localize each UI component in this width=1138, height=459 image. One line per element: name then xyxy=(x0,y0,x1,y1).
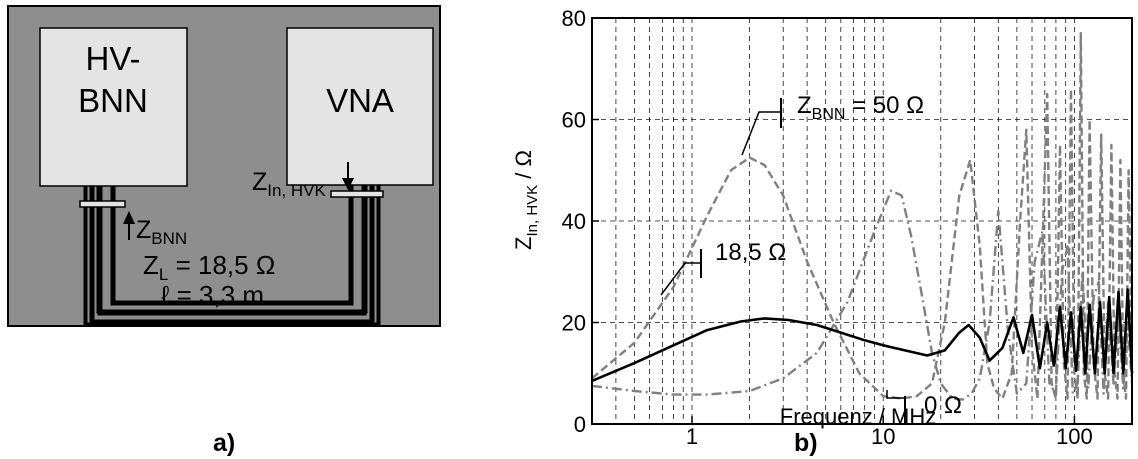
annotation-18-5-text: 18,5 Ω xyxy=(715,239,786,266)
x-tick-label: 100 xyxy=(1056,424,1093,449)
annotation-18-5-leader xyxy=(660,262,701,296)
hv-bnn-box xyxy=(39,27,188,187)
y-tick-label: 20 xyxy=(562,311,586,336)
annotation-18-5-ohm: 18,5 Ω xyxy=(660,239,786,296)
vna-connector xyxy=(330,190,384,198)
annotation-0-ohm: 0 Ω xyxy=(886,390,962,424)
cable-inner-wall xyxy=(97,185,367,316)
caption-a: a) xyxy=(213,429,235,457)
z-in-label: ZIn, HVK xyxy=(252,168,327,200)
bnn-connector xyxy=(79,200,126,208)
hv-bnn-label-line2: BNN xyxy=(78,82,148,119)
y-tick-label: 40 xyxy=(562,209,586,234)
annotation-50-ohm: ZBNN = 50 Ω xyxy=(741,92,924,156)
x-tick-label: 10 xyxy=(871,424,895,449)
x-axis-label: Frequenz / MHz xyxy=(780,404,937,429)
z-bnn-label: ZBNN xyxy=(136,216,187,248)
hv-bnn-label-line1: HV- xyxy=(85,40,140,77)
y-tick-label: 60 xyxy=(562,108,586,133)
annotation-0-text: 0 Ω xyxy=(924,392,962,419)
x-tick-label: 1 xyxy=(686,424,698,449)
impedance-chart: 0 20 40 60 80 1 10 100 ZBNN = 50 Ω 18,5 Ω 0 Ω F… xyxy=(511,6,1134,449)
vna-label: VNA xyxy=(326,82,394,119)
inner-cable xyxy=(110,185,354,306)
y-axis-label: ZIn, HVK / Ω xyxy=(511,150,541,250)
chart-series-layer xyxy=(591,32,1134,401)
chart-grid xyxy=(591,18,1132,424)
z-bnn-arrow-head xyxy=(123,211,135,224)
caption-b: b) xyxy=(794,429,818,457)
annotation-50-leader xyxy=(741,111,781,156)
annotation-50-text: ZBNN = 50 Ω xyxy=(797,92,924,123)
y-tick-label: 0 xyxy=(574,412,586,437)
panel-a: HV- BNN VNA ZIn, HVK ZBNN ZL = 18,5 Ω ℓ … xyxy=(7,5,441,327)
length-label: ℓ = 3,3 m xyxy=(161,280,264,310)
y-tick-label: 80 xyxy=(562,6,586,31)
series-line-1 xyxy=(591,32,1134,400)
zl-label: ZL = 18,5 Ω xyxy=(143,250,275,284)
z-in-arrow-head xyxy=(342,178,354,190)
chart-ticks: 0 20 40 60 80 1 10 100 xyxy=(562,6,1093,449)
outer-cable-line xyxy=(89,185,375,325)
vna-box xyxy=(286,27,434,186)
series-line-0 xyxy=(591,288,1134,383)
